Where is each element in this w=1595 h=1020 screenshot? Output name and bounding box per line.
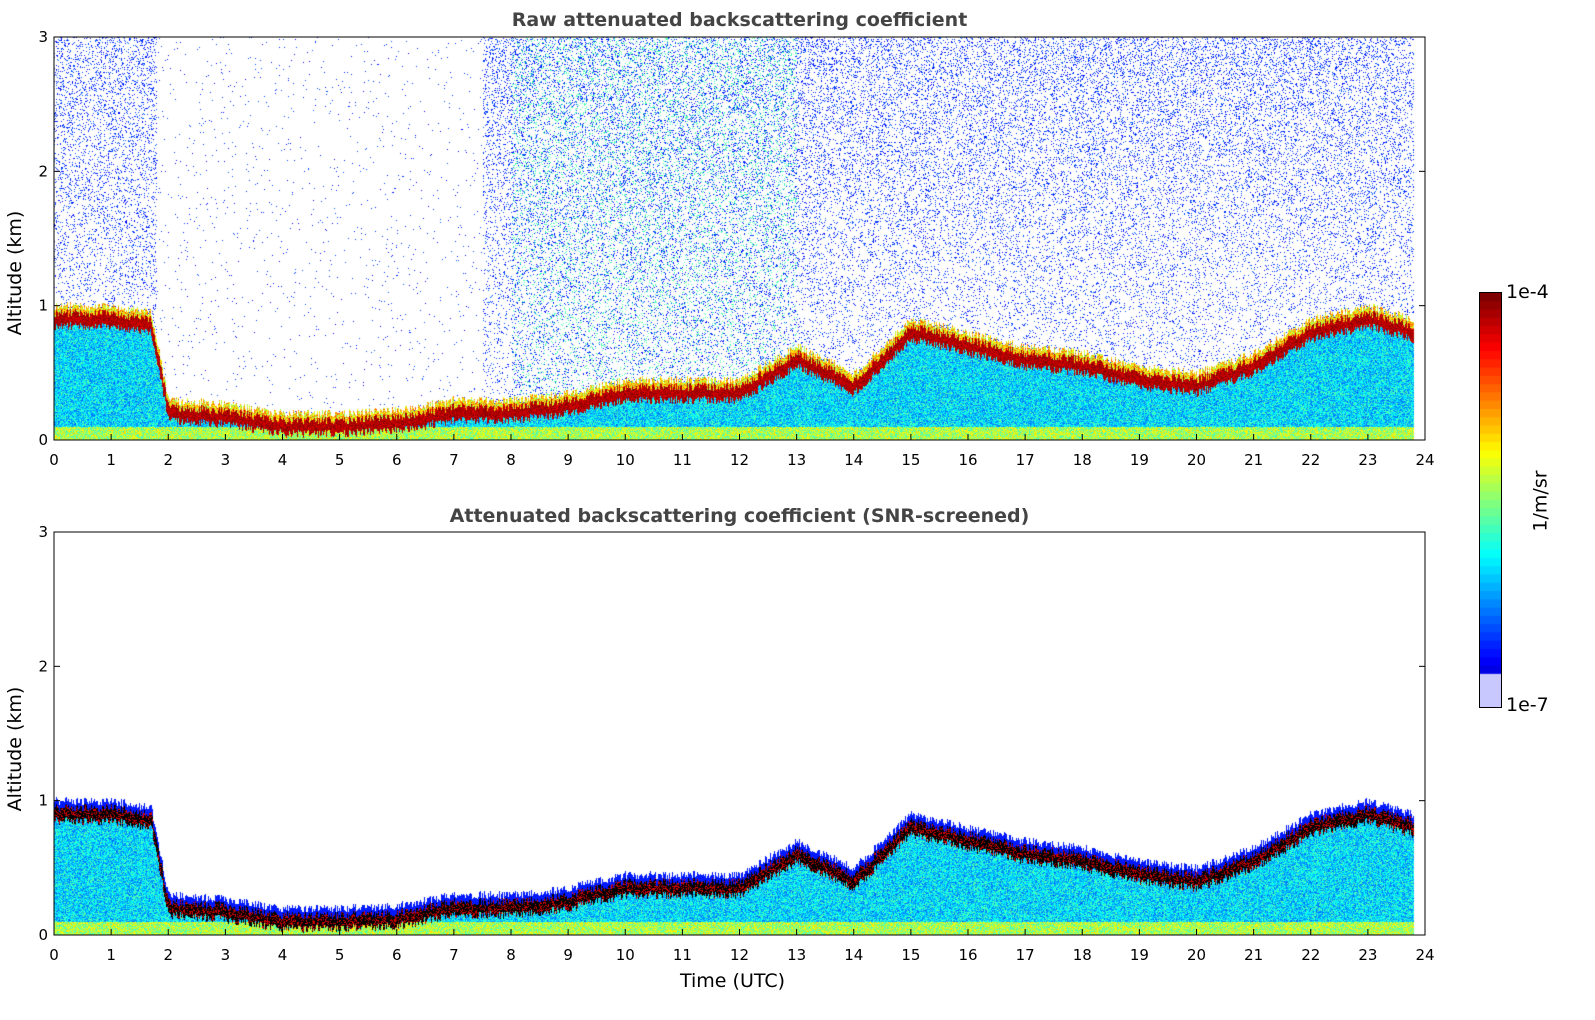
x-tick-label: 1 <box>106 946 116 964</box>
x-tick-label: 11 <box>673 946 692 964</box>
x-tick-label: 11 <box>673 451 692 469</box>
raw-backscatter-heatmap <box>54 37 1425 440</box>
x-tick-label: 12 <box>730 451 749 469</box>
y-tick-label: 0 <box>38 431 48 449</box>
x-tick-label: 24 <box>1415 946 1434 964</box>
x-tick-label: 4 <box>278 451 288 469</box>
x-tick-label: 23 <box>1358 451 1377 469</box>
x-tick-label: 18 <box>1073 451 1092 469</box>
x-tick-label: 19 <box>1130 946 1149 964</box>
x-tick-label: 13 <box>787 946 806 964</box>
colorbar-max-label: 1e-4 <box>1506 281 1549 303</box>
x-tick-label: 20 <box>1187 451 1206 469</box>
y-tick-label: 3 <box>38 28 48 46</box>
y-tick-label: 1 <box>38 792 48 810</box>
bottom-y-axis-label: Altitude (km) <box>4 686 26 812</box>
x-tick-label: 6 <box>392 946 402 964</box>
x-tick-label: 21 <box>1244 451 1263 469</box>
top-y-axis-label: Altitude (km) <box>4 210 26 336</box>
x-tick-label: 1 <box>106 451 116 469</box>
x-tick-label: 9 <box>563 451 573 469</box>
x-tick-label: 15 <box>901 451 920 469</box>
x-tick-label: 8 <box>506 451 516 469</box>
y-tick-label: 3 <box>38 523 48 541</box>
x-tick-label: 22 <box>1301 946 1320 964</box>
x-tick-label: 10 <box>616 946 635 964</box>
x-tick-label: 7 <box>449 451 459 469</box>
x-tick-label: 5 <box>335 946 345 964</box>
x-tick-label: 19 <box>1130 451 1149 469</box>
colorbar-min-label: 1e-7 <box>1506 694 1549 716</box>
x-tick-label: 13 <box>787 451 806 469</box>
screened-backscatter-heatmap <box>54 532 1425 935</box>
x-tick-label: 0 <box>49 946 59 964</box>
plot-frame <box>53 531 1426 936</box>
x-tick-label: 17 <box>1016 946 1035 964</box>
x-tick-label: 2 <box>163 946 173 964</box>
x-axis-label: Time (UTC) <box>680 970 786 992</box>
x-tick-label: 0 <box>49 451 59 469</box>
x-tick-label: 14 <box>844 946 863 964</box>
x-tick-label: 16 <box>958 946 977 964</box>
colorbar-label: 1/m/sr <box>1529 470 1552 532</box>
x-tick-label: 23 <box>1358 946 1377 964</box>
x-tick-label: 9 <box>563 946 573 964</box>
x-tick-label: 17 <box>1016 451 1035 469</box>
x-tick-label: 20 <box>1187 946 1206 964</box>
y-tick-label: 2 <box>38 162 48 180</box>
x-tick-label: 5 <box>335 451 345 469</box>
y-tick-label: 0 <box>38 926 48 944</box>
x-tick-label: 6 <box>392 451 402 469</box>
colorbar <box>1479 292 1502 708</box>
x-tick-label: 12 <box>730 946 749 964</box>
x-tick-label: 10 <box>616 451 635 469</box>
x-tick-label: 3 <box>221 946 231 964</box>
bottom-plot-title: Attenuated backscattering coefficient (S… <box>449 505 1030 527</box>
x-tick-label: 14 <box>844 451 863 469</box>
x-tick-label: 4 <box>278 946 288 964</box>
x-tick-label: 18 <box>1073 946 1092 964</box>
x-tick-label: 7 <box>449 946 459 964</box>
top-plot-title: Raw attenuated backscattering coefficien… <box>511 9 968 31</box>
x-tick-label: 21 <box>1244 946 1263 964</box>
plot-frame <box>53 36 1426 441</box>
y-tick-label: 1 <box>38 297 48 315</box>
x-tick-label: 3 <box>221 451 231 469</box>
x-tick-label: 8 <box>506 946 516 964</box>
x-tick-label: 24 <box>1415 451 1434 469</box>
x-tick-label: 16 <box>958 451 977 469</box>
x-tick-label: 15 <box>901 946 920 964</box>
x-tick-label: 2 <box>163 451 173 469</box>
x-tick-label: 22 <box>1301 451 1320 469</box>
y-tick-label: 2 <box>38 657 48 675</box>
